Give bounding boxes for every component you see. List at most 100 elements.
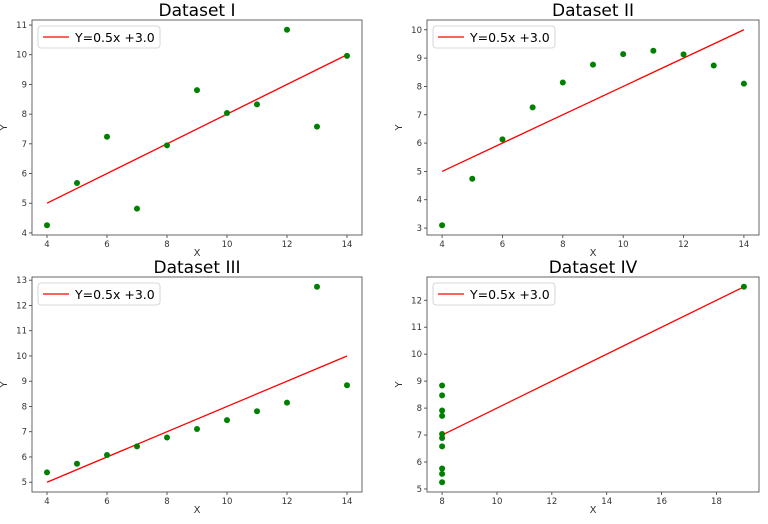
- data-point: [499, 136, 506, 143]
- x-tick-label: 12: [678, 240, 689, 250]
- chart-title: Dataset IV: [549, 258, 638, 278]
- data-point: [44, 469, 50, 476]
- data-point: [439, 465, 446, 472]
- x-tick-label: 4: [439, 240, 444, 250]
- data-point: [740, 283, 747, 290]
- chart-title: Dataset III: [153, 258, 240, 278]
- y-tick-label: 9: [417, 377, 422, 387]
- x-tick-label: 12: [282, 240, 293, 250]
- y-axis-label: Y: [394, 381, 405, 389]
- axes-frame: [426, 19, 760, 236]
- y-tick-label: 4: [22, 229, 27, 239]
- y-tick-label: 6: [417, 458, 422, 468]
- y-tick-label: 3: [417, 224, 422, 234]
- y-tick-label: 11: [411, 323, 422, 333]
- data-point: [439, 407, 446, 414]
- legend: Y=0.5x +3.0: [432, 282, 556, 306]
- y-axis-label: Y: [394, 124, 405, 132]
- legend: Y=0.5x +3.0: [37, 25, 161, 49]
- data-point: [134, 205, 140, 212]
- y-tick-label: 7: [417, 111, 422, 121]
- axes-frame: [426, 276, 760, 493]
- x-tick-label: 4: [44, 240, 49, 250]
- data-point: [469, 175, 476, 182]
- x-tick-label: 8: [164, 240, 169, 250]
- y-tick-label: 5: [22, 199, 27, 209]
- x-tick-label: 10: [618, 240, 629, 250]
- y-tick-label: 9: [22, 377, 27, 387]
- y-tick-label: 10: [16, 352, 27, 362]
- data-point: [164, 142, 170, 149]
- data-point: [74, 460, 80, 467]
- y-tick-label: 4: [417, 196, 422, 206]
- data-point: [314, 123, 320, 130]
- legend-label: Y=0.5x +3.0: [74, 287, 155, 302]
- regression-line: [441, 286, 745, 436]
- x-tick-label: 6: [104, 497, 109, 507]
- data-point: [254, 101, 260, 108]
- y-tick-label: 9: [417, 54, 422, 64]
- y-axis-label: Y: [0, 124, 10, 132]
- data-point: [439, 470, 446, 477]
- x-tick-label: 10: [222, 497, 233, 507]
- legend: Y=0.5x +3.0: [37, 282, 161, 306]
- data-point: [740, 80, 747, 87]
- legend-box: [37, 25, 161, 49]
- y-tick-label: 12: [411, 296, 422, 306]
- y-tick-label: 9: [22, 80, 27, 90]
- x-tick-label: 8: [164, 497, 169, 507]
- y-tick-label: 8: [417, 82, 422, 92]
- y-tick-label: 5: [417, 485, 422, 495]
- data-point: [224, 109, 230, 116]
- data-point: [194, 425, 200, 432]
- x-tick-label: 8: [560, 240, 565, 250]
- y-tick-label: 7: [22, 428, 27, 438]
- legend: Y=0.5x +3.0: [432, 25, 556, 49]
- data-point: [439, 392, 446, 399]
- y-axis-label: Y: [0, 381, 10, 389]
- y-tick-label: 10: [411, 26, 422, 36]
- axes-frame: [31, 276, 363, 493]
- data-point: [224, 417, 230, 424]
- y-tick-label: 13: [16, 276, 27, 286]
- x-tick-label: 14: [342, 497, 353, 507]
- data-point: [44, 222, 50, 229]
- data-point: [254, 408, 260, 415]
- x-axis-label: X: [194, 505, 201, 516]
- data-point: [439, 382, 446, 389]
- x-tick-label: 10: [492, 497, 503, 507]
- data-point: [74, 180, 80, 187]
- x-tick-label: 14: [738, 240, 749, 250]
- y-tick-label: 11: [16, 21, 27, 31]
- data-point: [620, 51, 627, 58]
- data-point: [439, 443, 446, 450]
- data-point: [194, 87, 200, 94]
- y-tick-label: 7: [417, 431, 422, 441]
- x-tick-label: 6: [500, 240, 505, 250]
- y-tick-label: 11: [16, 327, 27, 337]
- y-tick-label: 8: [22, 402, 27, 412]
- x-tick-label: 14: [342, 240, 353, 250]
- x-tick-label: 6: [104, 240, 109, 250]
- data-point: [439, 222, 446, 229]
- data-point: [344, 382, 350, 389]
- x-tick-label: 12: [546, 497, 557, 507]
- data-point: [134, 443, 140, 450]
- x-axis-label: X: [590, 248, 597, 259]
- y-tick-label: 10: [411, 350, 422, 360]
- y-tick-label: 6: [22, 453, 27, 463]
- legend-label: Y=0.5x +3.0: [469, 287, 550, 302]
- legend-box: [37, 282, 161, 306]
- legend-label: Y=0.5x +3.0: [469, 30, 550, 45]
- subplot-3: Dataset III 4 6 8 10 12 14 5 6 7 8 9 10 11 12 13 X Y Y=0.5…: [0, 258, 363, 516]
- axes-frame: [31, 19, 363, 236]
- subplot-1: Dataset I 4 6 8 10 12 14 4 5 6 7 8 9 10 11 X Y Y=0.5x +3.…: [0, 1, 363, 259]
- regression-line: [46, 54, 348, 204]
- x-tick-label: 14: [601, 497, 612, 507]
- data-point: [284, 26, 290, 33]
- y-tick-label: 10: [16, 51, 27, 61]
- y-tick-label: 5: [417, 167, 422, 177]
- y-tick-label: 8: [417, 404, 422, 414]
- data-point: [710, 62, 717, 69]
